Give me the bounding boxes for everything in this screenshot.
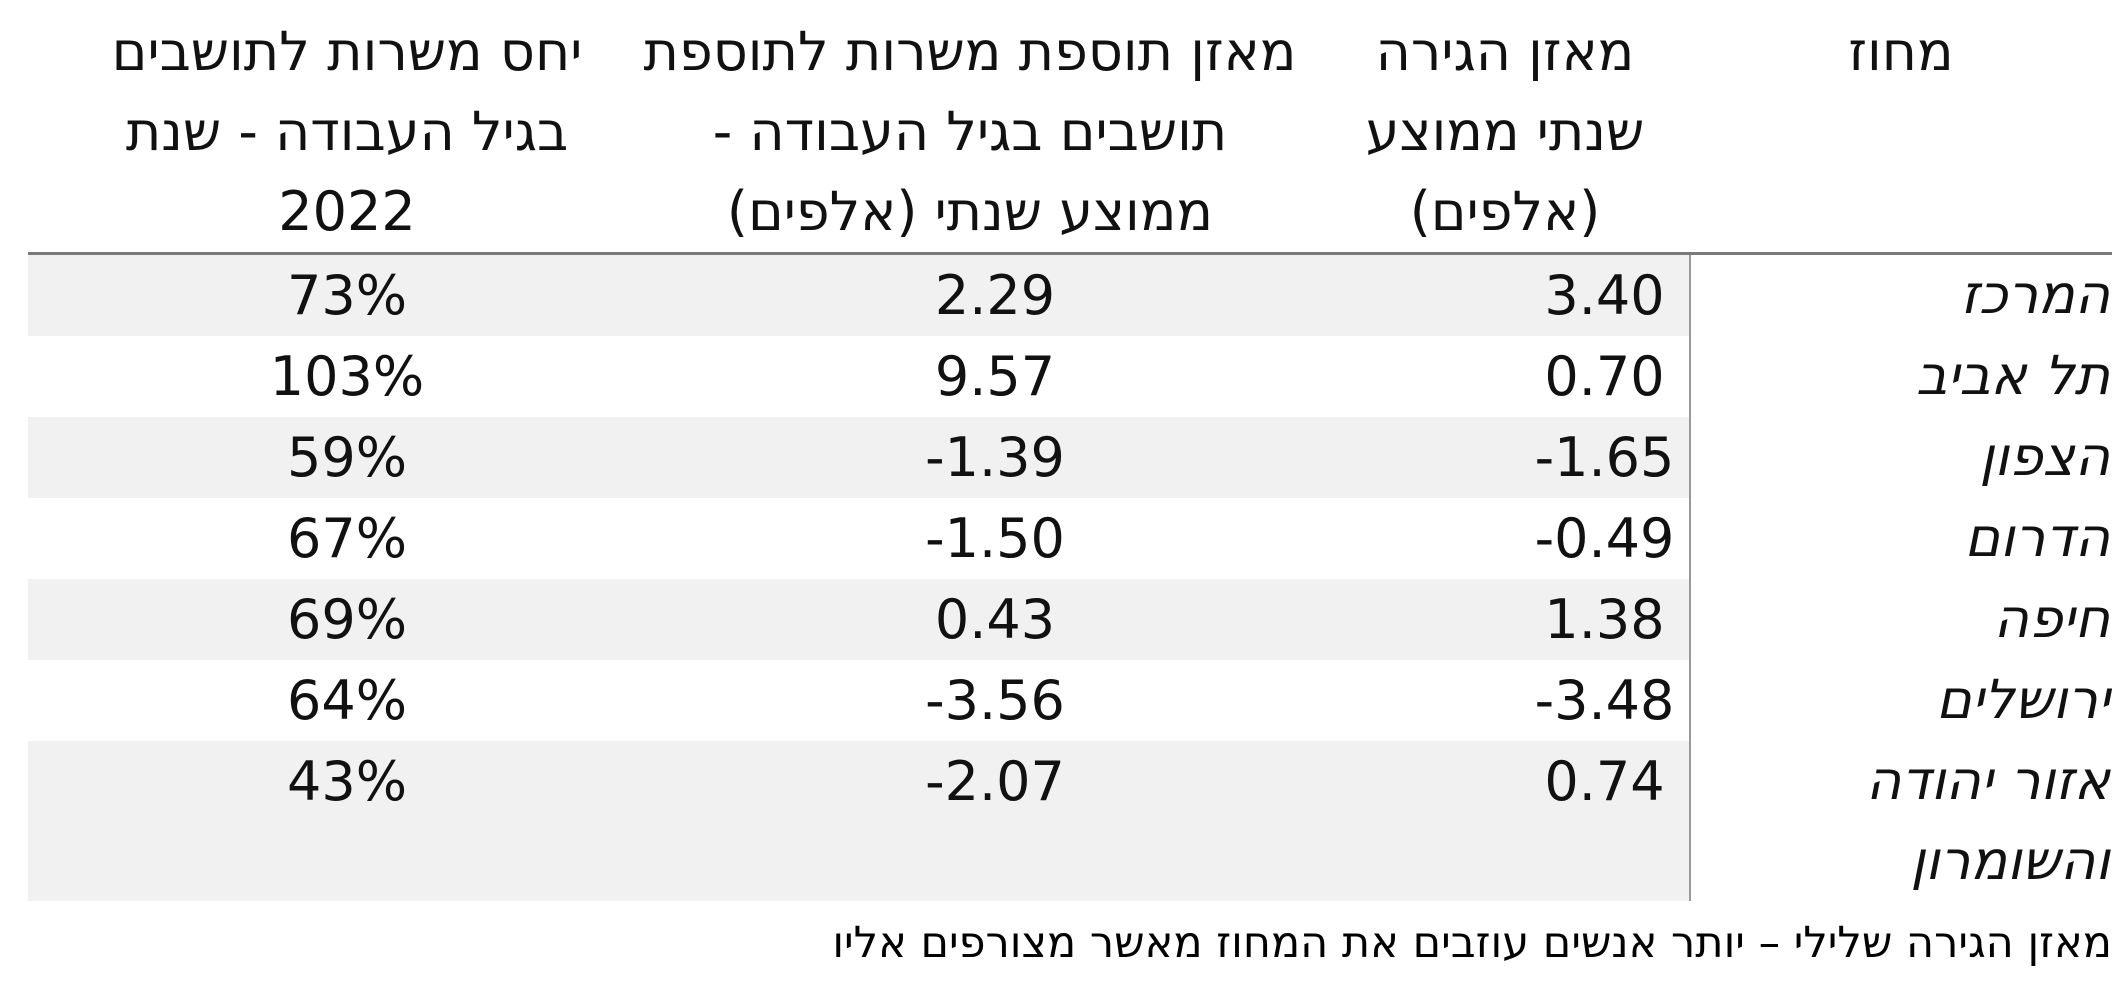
header-line: מאזן תוספת משרות לתוספת <box>643 20 1297 83</box>
header-line: 2022 <box>278 180 416 243</box>
header-row: מחוז מאזן הגירה שנתי ממוצע (אלפים) מאזן … <box>28 0 2112 255</box>
district-name: חיפה <box>1689 579 2112 660</box>
migration-value: 0.70 <box>1544 345 1665 408</box>
footnote: מאזן הגירה שלילי – יותר אנשים עוזבים את … <box>832 918 2112 968</box>
jobs-ratio-value: 67% <box>286 507 408 570</box>
jobs-balance-value: -2.07 <box>620 741 1320 901</box>
header-line: מאזן הגירה <box>1375 20 1635 83</box>
migration-value: -3.48 <box>1534 669 1675 732</box>
table-row: הדרום -0.49 -1.50 67% <box>28 498 2112 579</box>
jobs-ratio-value: 69% <box>28 579 620 660</box>
jobs-ratio-value: 73% <box>28 253 620 336</box>
migration-value: -0.49 <box>1534 507 1675 570</box>
districts-table: מחוז מאזן הגירה שנתי ממוצע (אלפים) מאזן … <box>28 0 2112 901</box>
table-row: אזור יהודה והשומרון 0.74 -2.07 43% <box>28 741 2112 901</box>
jobs-balance-value: 2.29 <box>620 253 1320 336</box>
table-row: תל אביב 0.70 9.57 103% <box>28 336 2112 417</box>
header-line: בגיל העבודה - שנת <box>125 100 569 163</box>
district-name: אזור יהודה והשומרון <box>1689 741 2112 901</box>
header-line: שנתי ממוצע <box>1365 100 1645 163</box>
table-header: מחוז מאזן הגירה שנתי ממוצע (אלפים) מאזן … <box>28 0 2112 255</box>
jobs-ratio-value: 43% <box>28 741 620 901</box>
table-row: המרכז 3.40 2.29 73% <box>28 253 2112 336</box>
table-row: ירושלים -3.48 -3.56 64% <box>28 660 2112 741</box>
jobs-ratio-value: 103% <box>269 345 425 408</box>
jobs-balance-value: -1.39 <box>620 417 1320 498</box>
col-header-migration-balance: מאזן הגירה שנתי ממוצע (אלפים) <box>1320 0 1690 255</box>
migration-value: -1.65 <box>1320 417 1690 498</box>
district-name: המרכז <box>1689 253 2112 336</box>
col-header-district: מחוז <box>1690 0 2112 255</box>
col-header-jobs-balance: מאזן תוספת משרות לתוספת תושבים בגיל העבו… <box>620 0 1320 255</box>
header-line: תושבים בגיל העבודה - <box>712 100 1228 163</box>
migration-value: 0.74 <box>1320 741 1690 901</box>
district-name: הצפון <box>1689 417 2112 498</box>
jobs-ratio-value: 59% <box>28 417 620 498</box>
table-row: הצפון -1.65 -1.39 59% <box>28 417 2112 498</box>
header-line: (אלפים) <box>1409 180 1601 243</box>
jobs-balance-value: 0.43 <box>620 579 1320 660</box>
col-header-jobs-ratio: יחס משרות לתושבים בגיל העבודה - שנת 2022 <box>28 0 620 255</box>
header-line: ממוצע שנתי (אלפים) <box>726 180 1214 243</box>
header-line: מחוז <box>1848 20 1954 83</box>
district-name: הדרום <box>1689 498 2112 579</box>
district-name: תל אביב <box>1689 336 2112 417</box>
jobs-balance-value: -3.56 <box>925 669 1065 732</box>
table-body: המרכז 3.40 2.29 73% תל אביב 0.70 9.57 10… <box>28 253 2112 901</box>
header-line: יחס משרות לתושבים <box>111 20 583 83</box>
jobs-balance-value: 9.57 <box>934 345 1056 408</box>
jobs-ratio-value: 64% <box>286 669 408 732</box>
migration-value: 3.40 <box>1320 253 1690 336</box>
district-name: ירושלים <box>1689 660 2112 741</box>
table-row: חיפה 1.38 0.43 69% <box>28 579 2112 660</box>
jobs-balance-value: -1.50 <box>925 507 1065 570</box>
migration-value: 1.38 <box>1320 579 1690 660</box>
